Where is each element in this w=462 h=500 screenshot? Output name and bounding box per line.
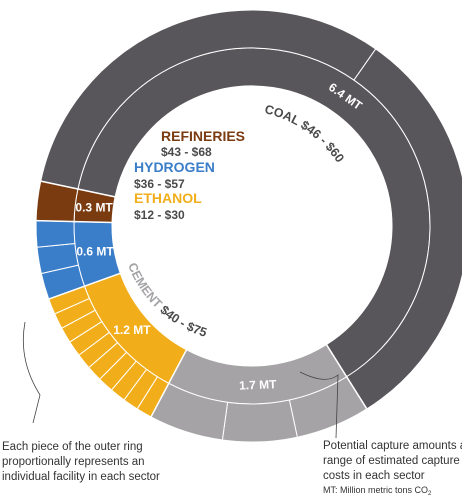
ethanol-boundary-line	[150, 349, 188, 418]
cement-facility-piece	[221, 399, 298, 443]
refineries-boundary-line	[36, 219, 113, 224]
refineries-amount-label: 0.3 MT	[75, 200, 113, 214]
amount-labels: 6.4 MT1.7 MT1.2 MT0.6 MT0.3 MT	[75, 80, 365, 393]
ethanol-cost-label: $12 - $30	[134, 208, 185, 222]
facility-note-line-3: individual facility in each sector	[2, 471, 160, 483]
refineries-name-label: REFINERIES	[161, 128, 245, 144]
left-leader-line	[22, 321, 41, 424]
capture-note-line-2: range of estimated capture	[323, 455, 460, 467]
ethanol-name-label: ETHANOL	[134, 190, 202, 206]
right-leader-line	[299, 371, 339, 439]
hydrogen-facility-piece	[35, 220, 76, 248]
ring-boundaries	[36, 180, 368, 418]
cement-amount-label: 1.7 MT	[239, 377, 277, 392]
cement-boundary-line	[325, 344, 368, 410]
capture-note-line-1: Potential capture amounts and	[323, 440, 462, 452]
facility-note-line-1: Each piece of the outer ring	[2, 441, 143, 453]
facility-note-line-2: proportionally represents an	[2, 456, 145, 468]
refineries-cost-label: $43 - $68	[161, 145, 212, 159]
hydrogen-boundary-line	[48, 272, 121, 300]
coal-boundary-line	[40, 180, 116, 198]
hydrogen-name-label: HYDROGEN	[134, 159, 215, 175]
ring-segments	[35, 9, 462, 443]
units-footnote: MT: Million metric tons CO2	[323, 485, 432, 497]
hydrogen-amount-label: 0.6 MT	[76, 244, 114, 258]
hydrogen-cost-label: $36 - $57	[134, 177, 185, 191]
ethanol-amount-label: 1.2 MT	[113, 323, 151, 337]
capture-note-line-3: costs in each sector	[323, 470, 425, 482]
